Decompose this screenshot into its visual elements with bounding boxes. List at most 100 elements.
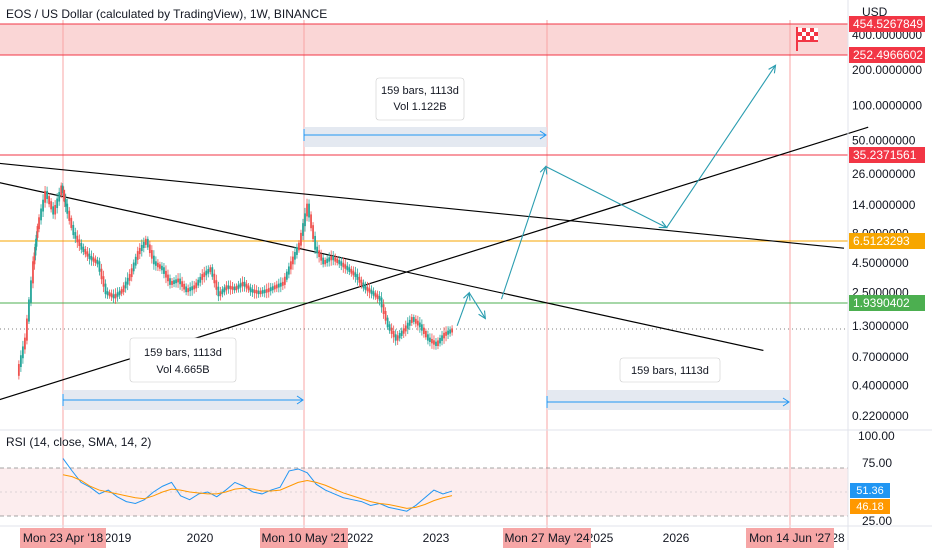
candle-body [338,259,341,265]
candle-body [122,285,125,293]
candle-body [255,290,258,294]
chart-title: EOS / US Dollar (calculated by TradingVi… [6,7,327,21]
candle-body [416,320,419,326]
candle-body [364,285,367,290]
annotation-2-volume: Vol 1.122B [393,101,446,113]
candle-body [76,235,79,243]
projection-segment[interactable] [456,292,470,327]
candle-body [108,292,111,297]
candle-body [211,267,214,277]
annotation-1-bars: 159 bars, 1113d [144,347,222,359]
candle-body [70,217,73,228]
projection-segment[interactable] [545,165,667,229]
candle-body [173,280,175,285]
time-tick-2023: 2023 [423,531,450,545]
price-tick: 0.2200000 [852,409,909,423]
projection-arrowhead [658,220,668,229]
candle-body [201,274,204,280]
candle-body [142,241,145,248]
candle-body [235,285,238,291]
candle-body [261,290,264,294]
candle-body [80,243,83,250]
candle-body [167,274,169,282]
candle-body [410,317,413,323]
candle-body [420,324,423,331]
candle-body [217,286,220,297]
candle-body [136,251,139,260]
candle-body [348,267,351,272]
candle-body [330,255,333,261]
candle-body [126,277,129,285]
candle-body [86,251,89,257]
candle-body [42,199,44,212]
candle-body [221,289,224,295]
candle-body [247,285,250,291]
candle-body [189,287,192,292]
candle-body [332,255,335,261]
rsi-line [62,458,453,512]
candle-body [392,330,395,338]
projection-segment[interactable] [468,292,486,319]
candle-body [342,262,345,268]
svg-text:Mon 10 May '21: Mon 10 May '21 [261,531,346,545]
candle-body [68,210,71,221]
candle-body [233,286,236,291]
candle-body [40,208,42,221]
projection-segment[interactable] [666,65,776,228]
rsi-lines [62,458,453,512]
candle-body [408,319,411,326]
candle-body [96,259,99,265]
candle-body [308,203,310,218]
candle-body [269,287,272,292]
candle-body [24,337,26,350]
candle-body [72,224,75,236]
candle-body [360,279,363,286]
measure-box-1[interactable] [62,390,304,410]
candle-body [130,268,133,278]
candle-body [265,289,268,293]
candle-body [390,327,393,334]
candle-body [199,276,202,283]
resistance-zone [0,24,848,55]
trendline-2[interactable] [0,182,764,352]
rsi-value-badge: 51.36 [850,483,890,498]
projection-path[interactable] [456,64,777,327]
time-tick-2025: 2025 [587,531,614,545]
annotation-2[interactable]: 159 bars, 1113d Vol 1.122B [375,77,465,121]
candle-body [249,287,252,293]
candle-body [62,190,65,198]
annotation-3[interactable]: 159 bars, 1113d [619,357,721,383]
candle-body [112,294,115,299]
candle-body [35,234,38,247]
projection-segment[interactable] [500,166,547,300]
measure-box-3[interactable] [546,390,790,410]
candle-body [441,335,443,341]
candle-body [148,244,151,254]
candle-body [400,330,403,337]
candle-body [259,290,262,295]
price-tick: 0.7000000 [852,350,909,364]
candle-body [425,330,427,338]
price-tick: 50.0000000 [852,134,916,148]
candle-body [243,281,246,287]
measure-box-2[interactable] [303,127,547,147]
candle-body [370,289,373,295]
candle-body [28,299,30,322]
candle-body [100,268,103,280]
trendline-1[interactable] [0,162,845,249]
candle-body [175,279,177,284]
candle-body [378,295,381,301]
candle-body [340,261,343,266]
annotation-1[interactable]: 159 bars, 1113d Vol 4.665B [129,337,237,383]
rsi-tick-75: 75.00 [862,456,892,470]
candle-body [120,289,123,294]
date-highlight-apr-2018: Mon 23 Apr '18 [20,528,106,548]
price-label-bg [849,16,925,32]
time-tick-28: 28 [831,531,845,545]
price-axis-ticks[interactable]: 400.0000000200.0000000100.000000050.0000… [852,28,922,423]
time-tick-2022: 2022 [347,531,374,545]
candle-body [48,196,50,205]
candle-body [82,246,85,252]
